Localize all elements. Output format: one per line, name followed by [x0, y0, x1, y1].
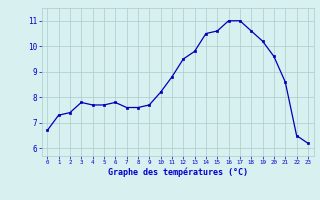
X-axis label: Graphe des températures (°C): Graphe des températures (°C)	[108, 168, 248, 177]
